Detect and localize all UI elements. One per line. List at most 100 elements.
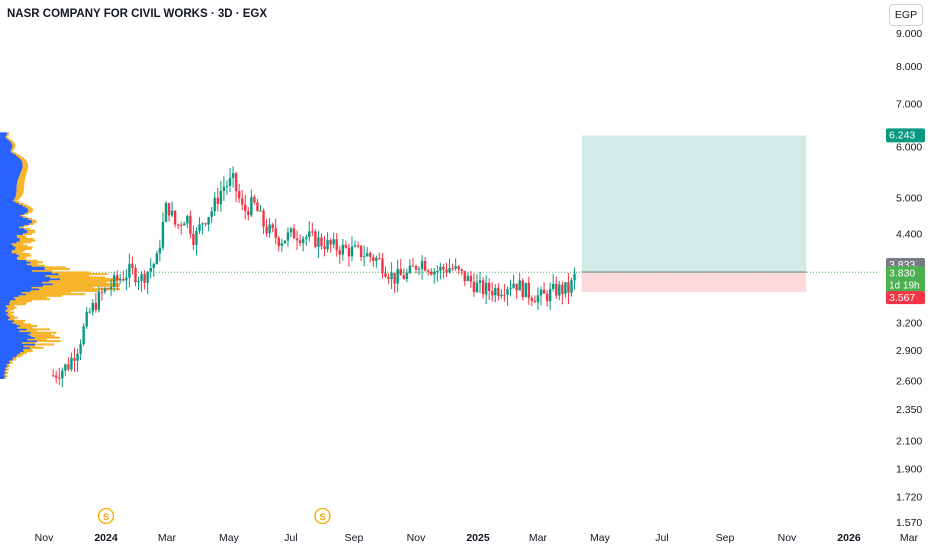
candle-body	[402, 275, 406, 279]
volume-profile-down-bar	[0, 348, 23, 351]
volume-profile-down-bar	[0, 234, 17, 237]
volume-profile-down-bar	[0, 360, 10, 363]
volume-profile-down-bar	[0, 185, 17, 189]
candle-body	[76, 353, 79, 361]
volume-profile-up-bar	[23, 216, 27, 219]
volume-profile-down-bar	[0, 340, 38, 343]
volume-profile-down-bar	[0, 254, 19, 257]
volume-profile-up-bar	[5, 304, 15, 307]
volume-profile-up-bar	[11, 242, 24, 245]
candle-body	[216, 197, 220, 205]
volume-profile-down-bar	[0, 274, 46, 277]
candle-body	[466, 275, 470, 282]
candle-body	[161, 221, 165, 248]
volume-profile-up-bar	[30, 346, 44, 349]
dividend-marker-icon	[314, 507, 331, 525]
volume-profile-down-bar	[0, 149, 11, 152]
currency-button[interactable]: EGP	[889, 4, 923, 26]
volume-profile-up-bar	[16, 185, 25, 189]
x-axis-tick-label: Nov	[778, 532, 797, 544]
candle-body	[463, 270, 466, 282]
volume-profile-up-bar	[21, 291, 71, 294]
volume-profile-down-bar	[0, 145, 13, 148]
volume-profile-down-bar	[0, 331, 31, 334]
candle-body	[176, 224, 180, 226]
volume-profile-up-bar	[24, 224, 29, 227]
candle-body	[134, 267, 137, 283]
volume-profile-up-bar	[23, 345, 36, 348]
candle-body	[295, 238, 299, 241]
volume-profile-down-bar	[0, 224, 25, 227]
candle-body	[451, 268, 454, 270]
volume-profile-down-bar	[0, 139, 9, 142]
candle-body	[122, 278, 125, 281]
volume-profile-up-bar	[16, 323, 31, 326]
volume-profile-down-bar	[0, 180, 18, 183]
volume-profile-up-bar	[22, 167, 28, 170]
y-axis-tick-label: 2.350	[896, 404, 922, 416]
candle-body	[362, 256, 366, 258]
volume-profile-down-bar	[0, 184, 17, 187]
volume-profile-down-bar	[0, 195, 16, 199]
volume-profile-up-bar	[16, 154, 20, 157]
volume-profile-down-bar	[0, 363, 7, 366]
candle-body	[399, 268, 402, 276]
volume-profile-up-bar	[28, 217, 33, 220]
candle-body	[247, 211, 250, 216]
volume-profile-down-bar	[0, 147, 12, 150]
volume-profile-down-bar	[0, 356, 13, 359]
volume-profile-up-bar	[5, 375, 8, 378]
volume-profile-down-bar	[0, 174, 20, 177]
volume-profile-down-bar	[0, 179, 18, 182]
x-axis-tick-label: Nov	[35, 532, 54, 544]
candle-body	[253, 196, 256, 203]
volume-profile-down-bar	[0, 175, 19, 178]
candle-body	[231, 173, 235, 179]
y-axis-tick-label: 1.720	[896, 491, 922, 503]
volume-profile-up-bar	[15, 298, 50, 301]
candle-body	[433, 271, 436, 275]
candle-body	[268, 224, 271, 234]
volume-profile-down-bar	[0, 291, 22, 294]
dividend-marker-label: S	[103, 512, 109, 523]
candle-body	[256, 202, 259, 212]
volume-profile-down-bar	[0, 330, 20, 333]
volume-profile-down-bar	[0, 346, 31, 349]
volume-profile-down-bar	[0, 323, 17, 326]
candle-body	[420, 260, 424, 269]
volume-profile-up-bar	[17, 257, 26, 261]
volume-profile-down-bar	[0, 313, 7, 316]
volume-profile-down-bar	[0, 222, 30, 225]
volume-profile-down-bar	[0, 355, 17, 358]
volume-profile-down-bar	[0, 279, 50, 282]
candle-body	[533, 300, 537, 303]
volume-profile-up-bar	[31, 264, 46, 267]
volume-profile-up-bar	[35, 343, 55, 346]
volume-profile-down-bar	[0, 177, 19, 180]
volume-profile-up-bar	[15, 195, 21, 199]
volume-profile-down-bar	[0, 194, 16, 197]
volume-profile-down-bar	[0, 341, 23, 344]
candle-body	[426, 270, 430, 272]
volume-profile-up-bar	[30, 331, 57, 334]
candle-body	[314, 231, 317, 247]
volume-profile-up-bar	[12, 144, 16, 147]
volume-profile-up-bar	[19, 237, 34, 240]
candle-body	[283, 240, 287, 244]
volume-profile-up-bar	[4, 373, 6, 376]
volume-profile-up-bar	[18, 175, 26, 178]
candle-body	[497, 288, 500, 297]
y-axis-tick-label: 8.000	[896, 61, 922, 73]
volume-profile-down-bar	[0, 294, 19, 297]
volume-profile-down-bar	[0, 335, 32, 338]
candle-body	[198, 224, 201, 232]
candle-body	[518, 280, 521, 291]
volume-profile-down-bar	[0, 155, 19, 158]
candle-body	[396, 268, 399, 284]
x-axis-tick-label: Mar	[529, 532, 548, 544]
candle-body	[503, 294, 506, 296]
volume-profile-up-bar	[34, 336, 61, 339]
candle-body	[369, 253, 372, 258]
volume-profile-up-bar	[21, 169, 28, 172]
